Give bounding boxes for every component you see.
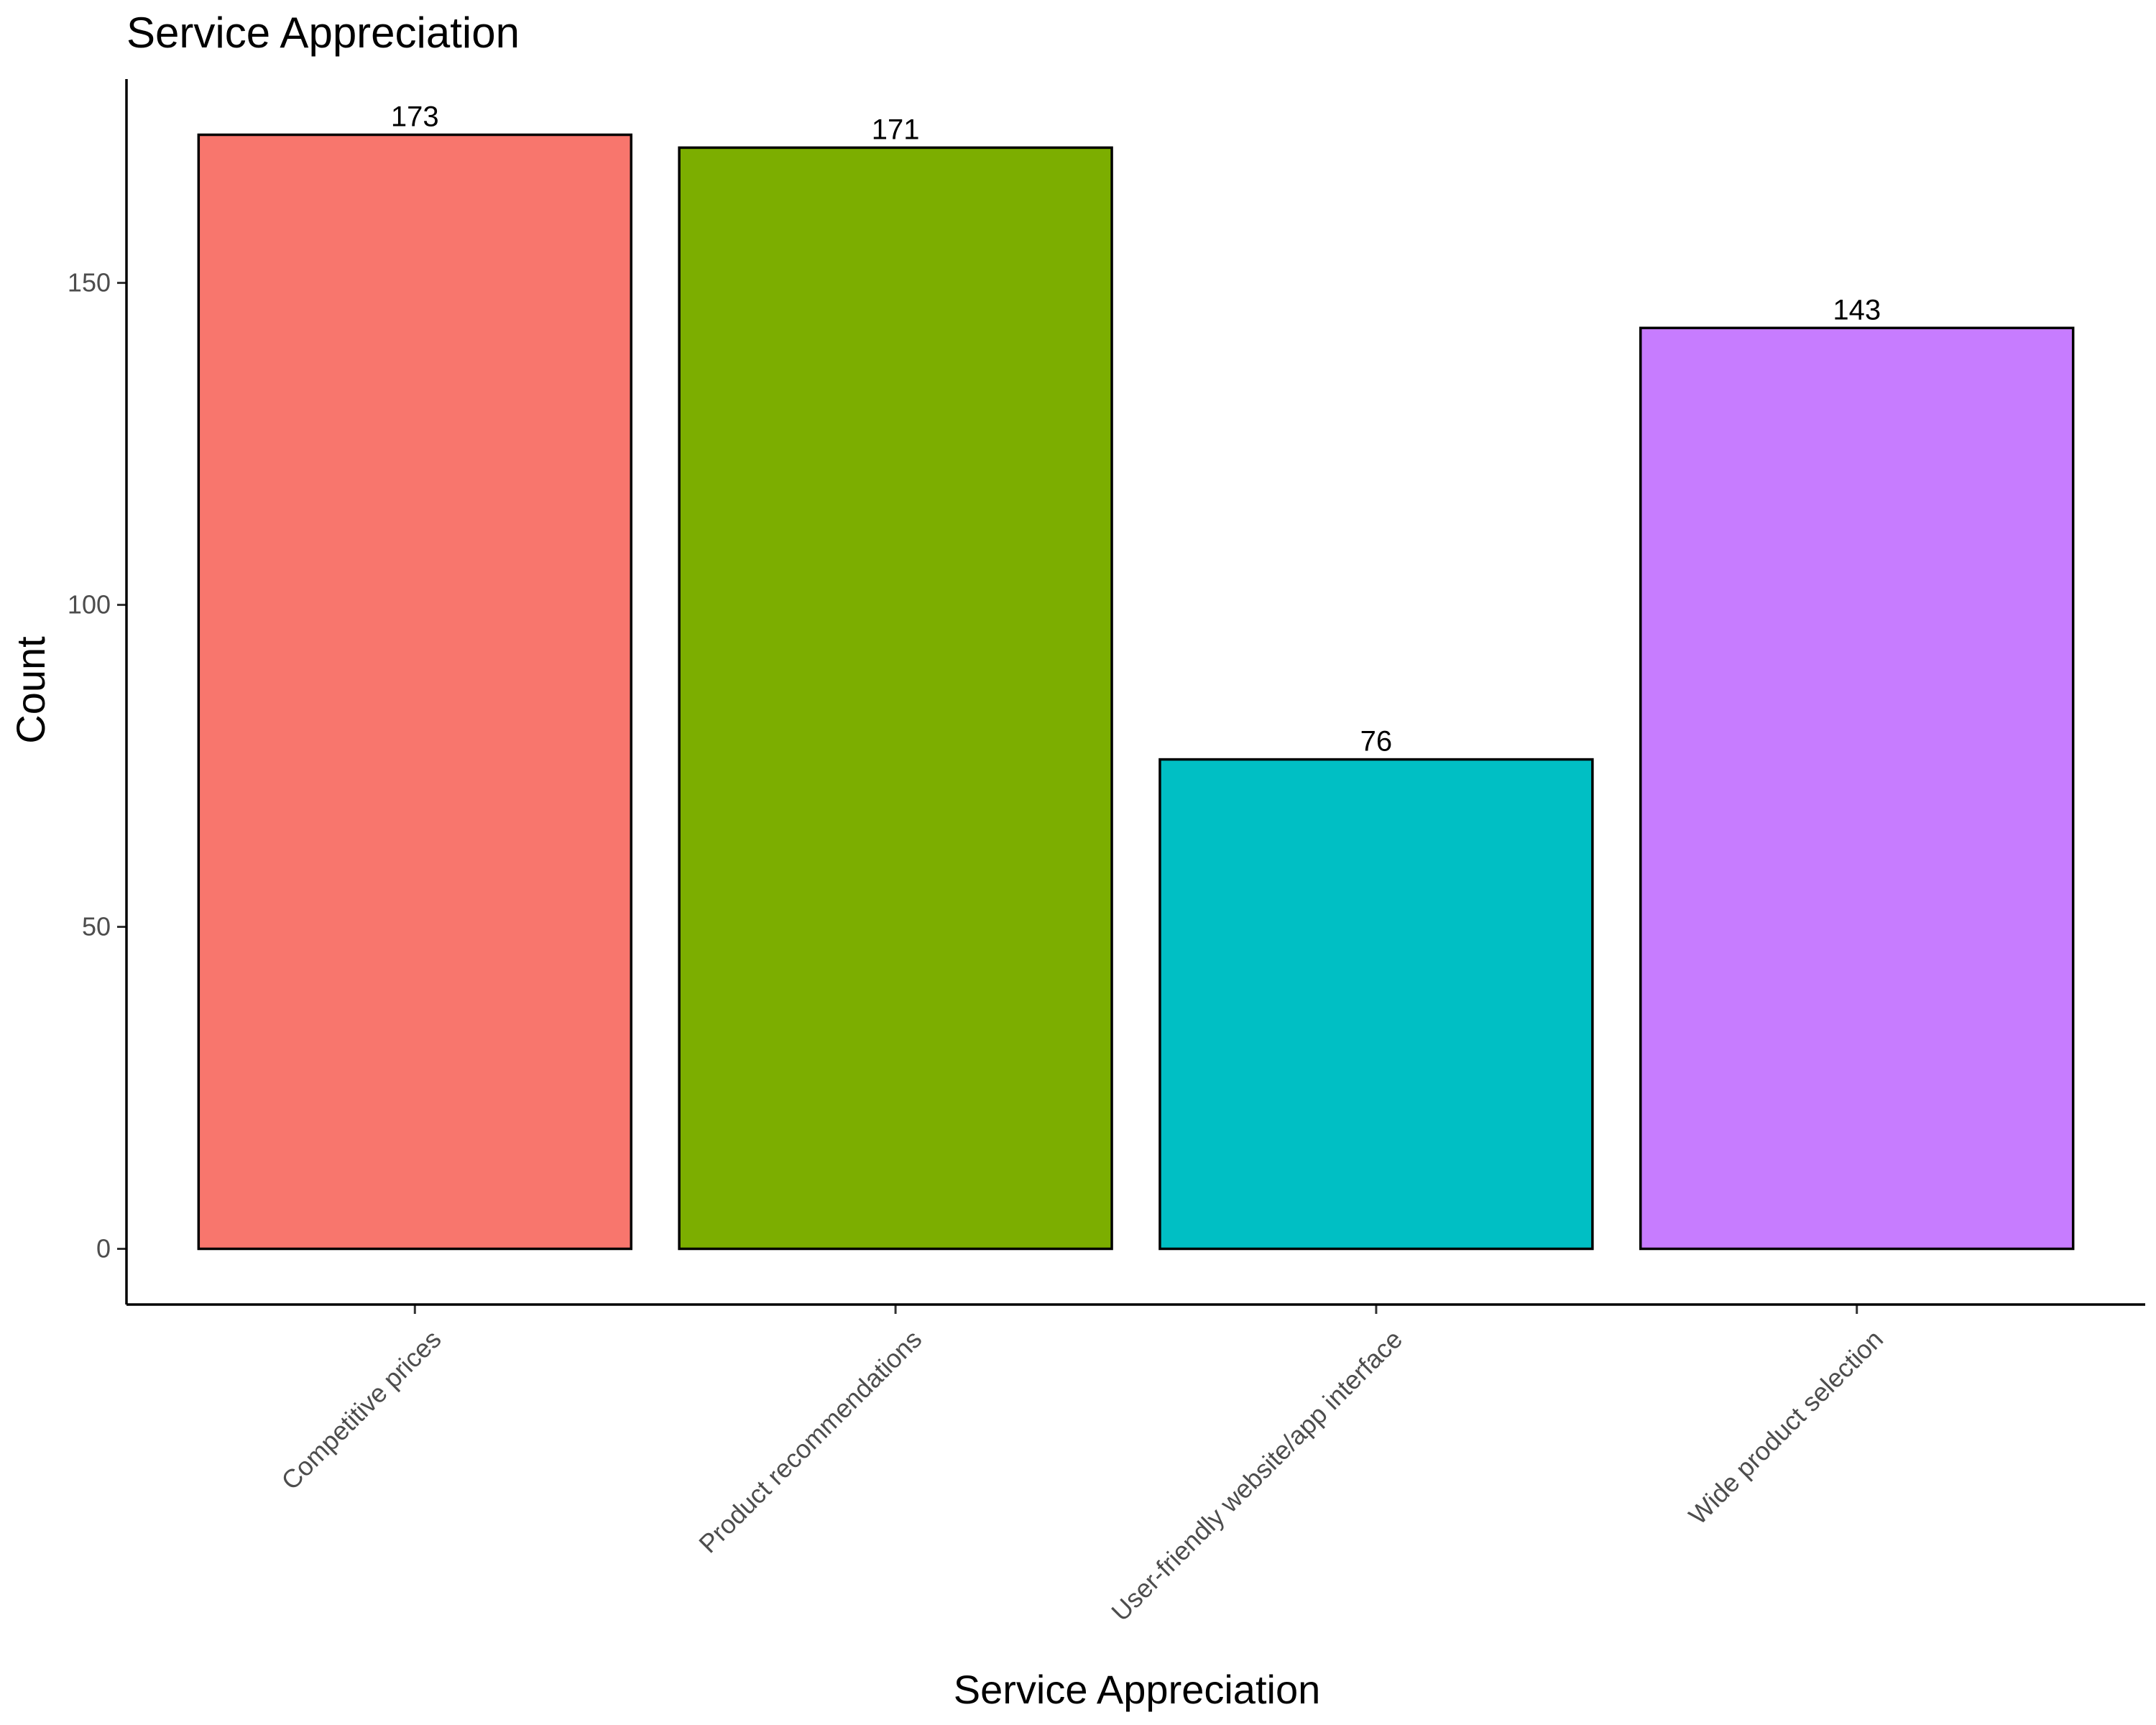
y-tick-label-0: 0: [96, 1234, 111, 1264]
y-axis-title: Count: [8, 636, 53, 744]
x-axis-title: Service Appreciation: [954, 1667, 1321, 1712]
bar-0: [197, 133, 632, 1251]
bars-layer: [197, 133, 2075, 1251]
chart-title: Service Appreciation: [126, 9, 520, 57]
x-tick-label-1: Product recommendations: [693, 1324, 927, 1558]
y-tick-label-3: 150: [68, 268, 111, 298]
x-tick-label-0: Competitive prices: [275, 1324, 446, 1495]
data-label-2: 76: [1360, 726, 1393, 758]
bar-1: [678, 146, 1113, 1251]
data-labels-layer: 173 171 76 143: [391, 101, 1881, 758]
y-tick-label-2: 100: [68, 590, 111, 620]
bar-3: [1639, 326, 2075, 1251]
data-label-3: 143: [1833, 294, 1881, 326]
y-tick-label-1: 50: [82, 912, 111, 942]
x-ticks-layer: Competitive prices Product recommendation…: [275, 1305, 1889, 1627]
x-tick-label-2: User-friendly website/app interface: [1105, 1324, 1408, 1627]
data-label-0: 173: [391, 101, 439, 133]
x-tick-label-3: Wide product selection: [1683, 1324, 1889, 1530]
bar-2: [1158, 758, 1594, 1251]
y-ticks-layer: 0 50 100 150: [68, 268, 126, 1264]
data-label-1: 171: [872, 114, 920, 145]
